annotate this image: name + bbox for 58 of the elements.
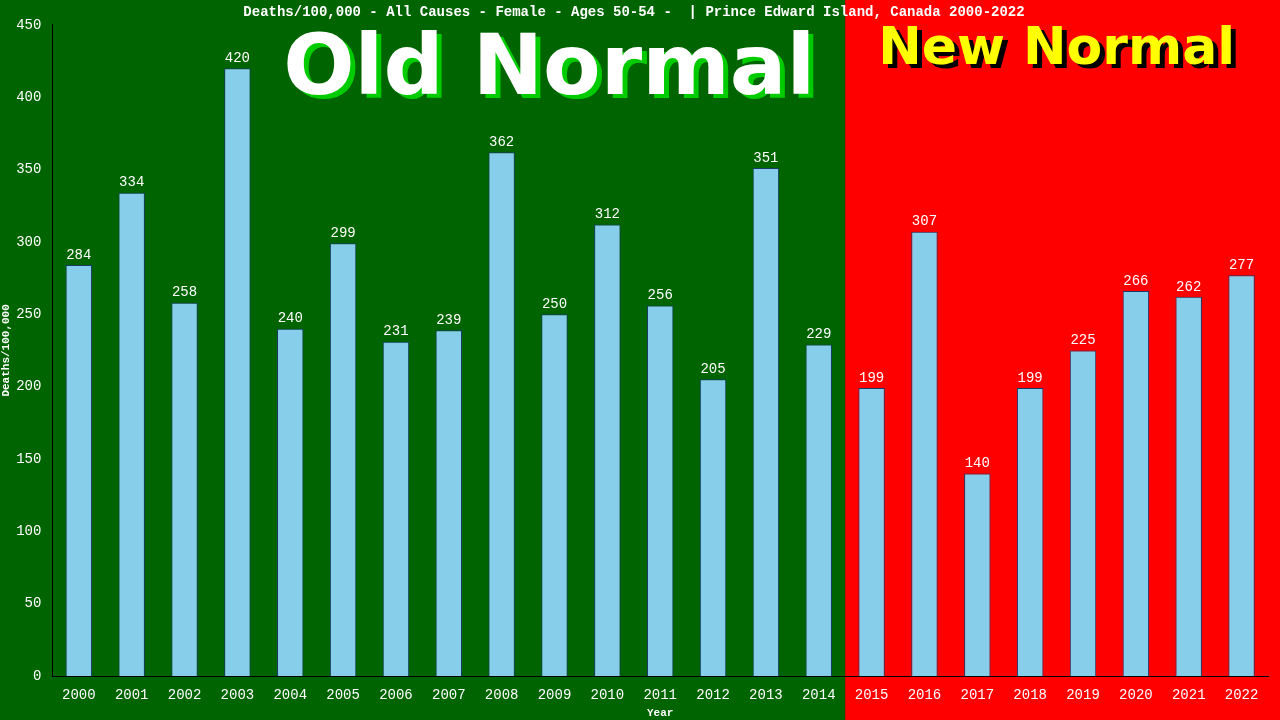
x-tick-label: 2019: [1066, 687, 1100, 704]
x-tick-label: 2001: [114, 687, 149, 704]
y-tick-label: 350: [16, 161, 42, 178]
data-label: 258: [171, 284, 198, 301]
y-tick-label: 250: [16, 305, 42, 322]
x-tick-label: 2014: [801, 687, 836, 704]
x-tick-label: 2002: [167, 687, 202, 704]
y-tick-label: 50: [24, 595, 42, 612]
y-tick-label: 0: [33, 667, 42, 684]
data-label: 262: [1176, 278, 1202, 295]
data-label: 312: [594, 206, 620, 223]
data-label: 205: [700, 361, 726, 378]
x-tick-label: 2020: [1119, 687, 1153, 704]
data-label: 299: [330, 225, 356, 242]
x-tick-label: 2017: [960, 687, 995, 704]
x-tick-label: 2016: [907, 687, 942, 704]
x-tick-label: 2006: [379, 687, 413, 704]
data-label: 250: [541, 295, 568, 312]
x-tick-label: 2009: [537, 687, 572, 704]
data-label: 277: [1228, 256, 1255, 273]
data-label: 239: [436, 311, 462, 328]
data-label: 351: [753, 149, 779, 166]
data-label: 225: [1070, 332, 1096, 349]
data-label: 284: [66, 246, 92, 263]
x-tick-label: 2004: [273, 687, 308, 704]
y-tick-label: 400: [16, 88, 42, 105]
x-tick-label: 2013: [749, 687, 783, 704]
data-label: 420: [224, 49, 250, 66]
data-label: 240: [277, 310, 303, 327]
y-tick-label: 100: [16, 522, 42, 539]
y-axis-title: Deaths/100,000: [0, 304, 13, 397]
y-tick-label: 300: [16, 233, 42, 250]
x-tick-label: 2011: [643, 687, 678, 704]
data-label: 362: [489, 133, 515, 150]
x-tick-label: 2003: [220, 687, 255, 704]
data-label: 256: [647, 287, 673, 304]
x-tick-label: 2000: [62, 687, 96, 704]
data-label: 334: [119, 174, 145, 191]
x-tick-label: 2018: [1013, 687, 1047, 704]
data-label: 199: [1017, 369, 1043, 386]
data-label: 266: [1123, 272, 1149, 289]
y-tick-label: 450: [16, 16, 42, 33]
x-axis-title: Year: [647, 707, 674, 720]
x-tick-label: 2021: [1171, 687, 1206, 704]
data-label: 229: [806, 326, 832, 343]
x-tick-label: 2012: [696, 687, 730, 704]
y-tick-label: 200: [16, 378, 42, 395]
x-tick-label: 2022: [1224, 687, 1259, 704]
data-label: 231: [383, 323, 409, 340]
x-tick-label: 2015: [854, 687, 889, 704]
x-tick-label: 2010: [590, 687, 625, 704]
x-tick-label: 2007: [431, 687, 466, 704]
data-label: 199: [859, 369, 885, 386]
x-tick-label: 2005: [326, 687, 360, 704]
x-tick-label: 2008: [484, 687, 519, 704]
y-tick-label: 150: [16, 450, 42, 467]
data-label: 307: [911, 213, 938, 230]
data-label: 140: [964, 455, 990, 472]
